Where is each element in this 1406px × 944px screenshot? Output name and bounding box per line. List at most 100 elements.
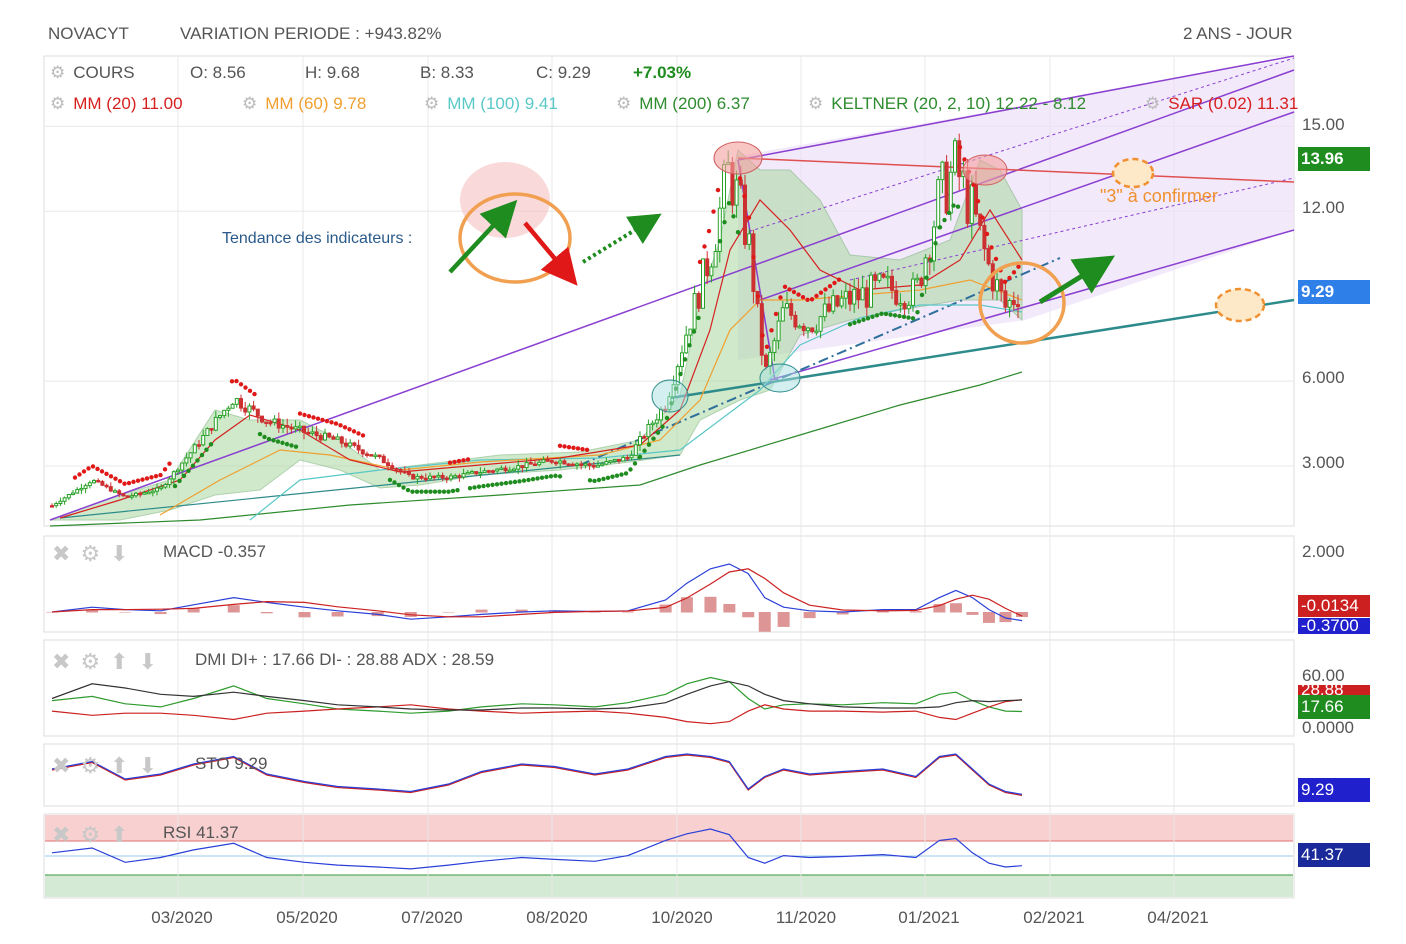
sar-dot-112 bbox=[596, 477, 602, 483]
sar-dot-183 bbox=[910, 316, 916, 321]
channel-line-top bbox=[737, 55, 1295, 161]
legend-mm200[interactable]: ⚙ MM (200) 6.37 bbox=[616, 94, 750, 113]
sar-dot-157 bbox=[787, 287, 792, 292]
candle-body-179 bbox=[801, 325, 806, 332]
candle-body-198 bbox=[881, 273, 886, 278]
sto-line bbox=[51, 753, 1023, 795]
up-arrow-icon[interactable]: ⬆ bbox=[110, 753, 139, 778]
gear-icon[interactable]: ⚙ bbox=[80, 753, 111, 778]
legend-keltner[interactable]: ⚙ KELTNER (20, 2, 10) 12.22 - 8.12 bbox=[808, 94, 1087, 113]
gear-icon[interactable]: ⚙ bbox=[808, 94, 824, 113]
sar-dot-184 bbox=[915, 309, 920, 315]
sar-dot-23 bbox=[177, 478, 182, 484]
legend-mm20[interactable]: ⚙ MM (20) 11.00 bbox=[50, 94, 183, 113]
candle-body-56 bbox=[285, 425, 290, 428]
sar-dot-19 bbox=[158, 472, 163, 478]
gear-icon[interactable]: ⚙ bbox=[424, 94, 440, 113]
candle-body-169 bbox=[759, 303, 764, 356]
sar-dot-181 bbox=[901, 314, 907, 320]
candle-body-139 bbox=[633, 444, 638, 456]
candle-body-119 bbox=[549, 460, 554, 463]
gear-icon[interactable]: ⚙ bbox=[80, 649, 111, 674]
close-icon[interactable]: ✖ bbox=[52, 822, 81, 847]
rsi-line bbox=[51, 828, 1023, 870]
gear-icon[interactable]: ⚙ bbox=[50, 94, 66, 113]
candle-body-203 bbox=[902, 303, 907, 310]
dmi-controls[interactable]: ✖⚙⬆⬇ bbox=[52, 649, 167, 675]
down-arrow-icon[interactable]: ⬇ bbox=[110, 541, 139, 566]
sto-controls[interactable]: ✖⚙⬆⬇ bbox=[52, 753, 167, 779]
sar-dot-187 bbox=[928, 258, 934, 263]
sar-dot-75 bbox=[450, 488, 456, 494]
candle-body-111 bbox=[516, 465, 521, 470]
rsi-controls[interactable]: ✖⚙⬆ bbox=[52, 822, 139, 848]
sar-dot-141 bbox=[717, 238, 723, 244]
legend-sar[interactable]: ⚙ SAR (0.02) 11.31 bbox=[1145, 94, 1299, 113]
up-arrow-icon bbox=[448, 199, 518, 274]
macd-hist-bar-27 bbox=[909, 611, 922, 613]
candle-body-29 bbox=[171, 471, 176, 480]
candle-body-131 bbox=[600, 463, 605, 467]
sar-dot-160 bbox=[800, 295, 806, 300]
legend-cours[interactable]: ⚙ COURS bbox=[50, 63, 135, 82]
up-arrow-icon[interactable]: ⬆ bbox=[110, 822, 139, 847]
candle-body-73 bbox=[356, 444, 361, 451]
candle-body-30 bbox=[176, 469, 180, 473]
candle-body-48 bbox=[251, 405, 256, 410]
macd-hist-bar-7 bbox=[298, 612, 311, 618]
candle-body-19 bbox=[129, 495, 134, 498]
legend-mm60[interactable]: ⚙ MM (60) 9.78 bbox=[242, 94, 367, 113]
sar-dot-135 bbox=[696, 315, 701, 321]
macd-hist-bar-25 bbox=[836, 612, 849, 615]
period-selector[interactable]: 2 ANS - JOUR bbox=[1183, 24, 1293, 43]
sar-dot-66 bbox=[410, 489, 415, 494]
candle-body-27 bbox=[163, 484, 168, 488]
up-arrow-icon[interactable]: ⬆ bbox=[110, 649, 139, 674]
x-label-7: 02/2021 bbox=[1023, 908, 1085, 927]
gear-icon[interactable]: ⚙ bbox=[80, 822, 111, 847]
gear-icon[interactable]: ⚙ bbox=[616, 94, 632, 113]
macd-controls[interactable]: ✖⚙⬇ bbox=[52, 541, 139, 567]
gear-icon[interactable]: ⚙ bbox=[50, 63, 66, 82]
sar-dot-37 bbox=[257, 431, 263, 437]
sar-dot-13 bbox=[131, 479, 136, 485]
sto-label: STO 9.29 bbox=[195, 754, 268, 773]
sar-dot-43 bbox=[284, 441, 290, 447]
x-label-0: 03/2020 bbox=[151, 908, 213, 927]
candle-body-44 bbox=[234, 398, 239, 405]
candle-body-204 bbox=[906, 304, 911, 310]
sar-dot-64 bbox=[401, 485, 406, 490]
gear-icon[interactable]: ⚙ bbox=[1145, 94, 1161, 113]
candle-body-121 bbox=[558, 460, 563, 464]
sar-dot-145 bbox=[735, 229, 741, 235]
sar-dot-182 bbox=[906, 315, 911, 320]
candle-body-64 bbox=[318, 435, 323, 441]
sar-dot-191 bbox=[946, 210, 952, 216]
sar-dot-33 bbox=[238, 382, 244, 387]
sar-dot-143 bbox=[726, 200, 732, 206]
close-icon[interactable]: ✖ bbox=[52, 753, 81, 778]
candle-body-191 bbox=[852, 288, 857, 305]
close-icon[interactable]: ✖ bbox=[52, 649, 81, 674]
candle-body-201 bbox=[894, 289, 899, 305]
sar-dot-85 bbox=[481, 483, 486, 489]
candle-body-70 bbox=[344, 442, 348, 447]
candle-body-215 bbox=[953, 140, 957, 173]
candle-body-72 bbox=[352, 442, 357, 446]
sar-dot-178 bbox=[888, 312, 893, 317]
candle-body-6 bbox=[75, 488, 80, 494]
close-icon[interactable]: ✖ bbox=[52, 541, 81, 566]
sar-dot-25 bbox=[186, 468, 191, 473]
sar-dot-169 bbox=[847, 322, 853, 327]
legend-mm100[interactable]: ⚙ MM (100) 9.41 bbox=[424, 94, 558, 113]
gear-icon[interactable]: ⚙ bbox=[242, 94, 258, 113]
rsi-badge: 41.37 bbox=[1298, 843, 1370, 867]
candle-body-8 bbox=[83, 485, 88, 489]
down-arrow-icon[interactable]: ⬇ bbox=[138, 649, 168, 674]
down-arrow-icon[interactable]: ⬇ bbox=[138, 753, 168, 778]
sar-dot-18 bbox=[153, 473, 159, 479]
candle-body-10 bbox=[92, 479, 96, 484]
gear-icon[interactable]: ⚙ bbox=[80, 541, 111, 566]
candle-body-17 bbox=[121, 493, 126, 497]
